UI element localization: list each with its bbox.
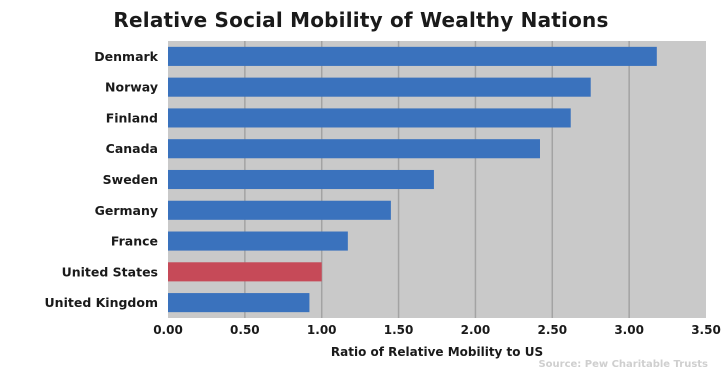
x-tick-label: 3.00 <box>614 323 644 337</box>
x-axis-title: Ratio of Relative Mobility to US <box>331 345 543 359</box>
bar-united-kingdom <box>168 293 310 313</box>
x-tick-label: 1.50 <box>384 323 414 337</box>
source-note: Source: Pew Charitable Trusts <box>538 359 708 370</box>
category-label: France <box>111 234 158 249</box>
category-label: Canada <box>106 141 158 156</box>
category-label: Denmark <box>94 49 158 64</box>
bar-united-states <box>168 262 322 282</box>
category-label: Germany <box>95 203 158 218</box>
x-tick-label: 2.50 <box>537 323 567 337</box>
bar-finland <box>168 108 571 128</box>
category-label: United States <box>62 264 158 279</box>
bar-france <box>168 231 348 251</box>
x-tick-label: 0.00 <box>153 323 183 337</box>
x-tick-label: 3.50 <box>691 323 721 337</box>
x-tick-label: 1.00 <box>307 323 337 337</box>
bar-denmark <box>168 46 657 66</box>
bar-sweden <box>168 169 434 190</box>
chart-title: Relative Social Mobility of Wealthy Nati… <box>113 8 609 32</box>
category-label: Sweden <box>103 172 158 187</box>
x-tick-labels: 0.00 0.50 1.00 1.50 2.00 2.50 3.00 3.50 <box>153 323 721 337</box>
category-label: Norway <box>105 80 158 95</box>
bar-norway <box>168 77 591 97</box>
bar-canada <box>168 139 540 159</box>
x-tick-label: 2.00 <box>461 323 491 337</box>
category-label: Finland <box>106 110 158 125</box>
category-labels: Denmark Norway Finland Canada Sweden Germany F… <box>45 49 159 310</box>
bar-germany <box>168 200 391 220</box>
x-tick-label: 0.50 <box>230 323 260 337</box>
category-label: United Kingdom <box>45 295 158 310</box>
bars <box>168 46 657 313</box>
